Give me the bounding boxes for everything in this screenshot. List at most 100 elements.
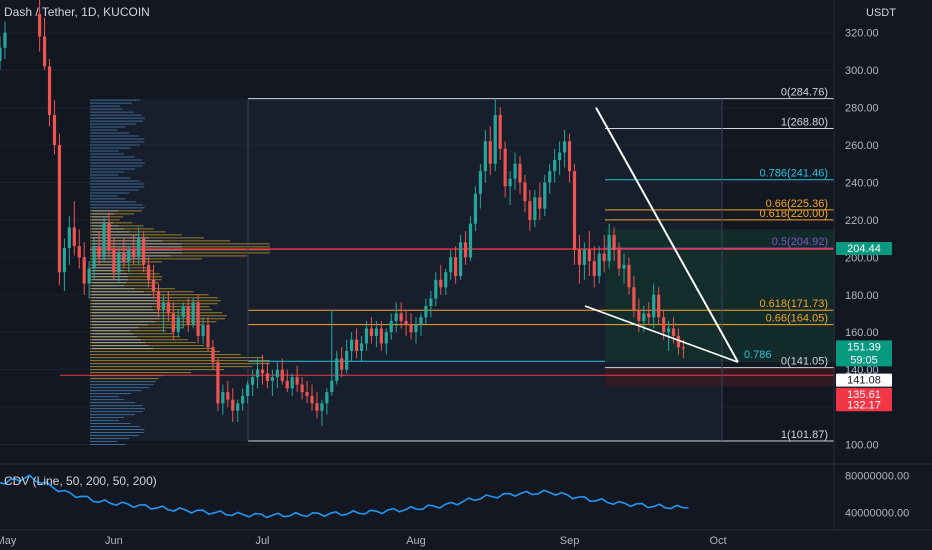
candle-body[interactable] [602, 253, 606, 262]
candle-body[interactable] [419, 317, 423, 325]
candle-body[interactable] [221, 392, 225, 404]
candle-body[interactable] [662, 317, 666, 333]
candle-body[interactable] [72, 227, 76, 247]
candle-body[interactable] [137, 238, 141, 258]
candle-body[interactable] [567, 141, 572, 172]
candle-body[interactable] [236, 403, 240, 411]
candle-body[interactable] [607, 234, 611, 262]
candle-body[interactable] [285, 380, 289, 389]
candle-body[interactable] [191, 302, 195, 325]
candle-body[interactable] [369, 328, 374, 336]
candle-body[interactable] [345, 350, 349, 370]
candle-body[interactable] [359, 343, 364, 351]
candle-body[interactable] [211, 347, 215, 363]
candle-body[interactable] [548, 171, 552, 183]
candle-body[interactable] [518, 163, 522, 183]
candle-body[interactable] [587, 249, 591, 262]
candle-body[interactable] [622, 264, 626, 269]
candle-body[interactable] [533, 197, 537, 220]
candle-body[interactable] [562, 141, 567, 153]
candle-body[interactable] [671, 328, 676, 336]
candle-body[interactable] [92, 246, 96, 269]
candle-body[interactable] [260, 369, 265, 374]
candle-body[interactable] [553, 160, 557, 172]
candle-body[interactable] [250, 377, 255, 385]
candle-body[interactable] [176, 317, 180, 333]
candle-body[interactable] [231, 399, 235, 411]
candle-body[interactable] [226, 392, 230, 400]
candle-body[interactable] [454, 257, 458, 277]
candle-body[interactable] [414, 324, 418, 333]
candle-body[interactable] [389, 320, 393, 333]
candle-body[interactable] [161, 302, 166, 310]
candle-body[interactable] [206, 324, 210, 348]
candle-body[interactable] [52, 115, 57, 146]
candle-body[interactable] [449, 257, 453, 273]
candle-body[interactable] [543, 182, 547, 209]
candle-body[interactable] [354, 339, 359, 351]
candle-body[interactable] [186, 306, 190, 325]
candle-body[interactable] [434, 279, 438, 299]
candle-body[interactable] [146, 264, 151, 280]
candle-body[interactable] [42, 36, 47, 67]
candle-body[interactable] [270, 377, 274, 381]
candle-body[interactable] [463, 242, 468, 258]
candle-body[interactable] [444, 272, 448, 288]
candle-body[interactable] [597, 253, 601, 277]
candle-body[interactable] [300, 384, 304, 393]
candle-body[interactable] [127, 249, 131, 262]
candle-body[interactable] [374, 328, 378, 336]
symbol-header[interactable]: Dash / Tether, 1D, KUCOIN [4, 5, 150, 19]
candle-body[interactable] [3, 32, 7, 48]
candle-body[interactable] [216, 362, 220, 404]
candle-body[interactable] [305, 392, 309, 396]
candle-body[interactable] [513, 163, 517, 179]
candle-body[interactable] [577, 249, 582, 265]
wedge-lower-line[interactable] [584, 305, 739, 363]
candle-body[interactable] [468, 223, 473, 258]
candle-body[interactable] [582, 249, 586, 265]
candle-body[interactable] [112, 249, 116, 273]
candle-body[interactable] [503, 148, 507, 187]
candle-body[interactable] [394, 313, 398, 321]
price-axis[interactable]: 100.00120.00140.00160.00180.00200.00220.… [833, 0, 879, 530]
cdv-line[interactable] [0, 474, 689, 519]
candle-body[interactable] [523, 182, 527, 202]
candle-body[interactable] [627, 264, 631, 288]
candle-body[interactable] [82, 257, 86, 284]
candle-body[interactable] [246, 384, 250, 396]
candle-body[interactable] [107, 223, 111, 250]
candle-body[interactable] [47, 66, 52, 116]
candle-body[interactable] [196, 302, 200, 336]
candle-body[interactable] [181, 306, 185, 318]
candle-body[interactable] [166, 302, 170, 314]
candle-body[interactable] [320, 403, 324, 411]
candle-body[interactable] [493, 115, 497, 164]
candle-body[interactable] [458, 242, 463, 277]
candle-body[interactable] [335, 358, 339, 381]
candle-body[interactable] [652, 294, 656, 318]
candle-body[interactable] [473, 193, 478, 224]
candle-body[interactable] [340, 358, 344, 370]
candle-body[interactable] [0, 47, 2, 61]
candle-body[interactable] [77, 246, 81, 258]
candle-body[interactable] [364, 328, 369, 344]
candle-body[interactable] [483, 141, 487, 172]
candle-body[interactable] [647, 313, 651, 318]
candle-body[interactable] [538, 197, 542, 209]
candle-body[interactable] [295, 377, 299, 385]
candle-body[interactable] [498, 115, 502, 149]
candle-body[interactable] [265, 373, 270, 381]
candle-body[interactable] [122, 253, 126, 262]
candle-body[interactable] [632, 287, 636, 310]
time-axis[interactable]: May Jun Jul Aug Sep Oct [0, 529, 932, 547]
candle-body[interactable] [399, 313, 403, 321]
candle-body[interactable] [280, 369, 284, 381]
candle-body[interactable] [424, 306, 428, 318]
candle-body[interactable] [528, 201, 532, 220]
candle-body[interactable] [325, 392, 329, 404]
candle-body[interactable] [612, 234, 616, 250]
candle-body[interactable] [62, 247, 66, 273]
candle-body[interactable] [57, 145, 62, 273]
